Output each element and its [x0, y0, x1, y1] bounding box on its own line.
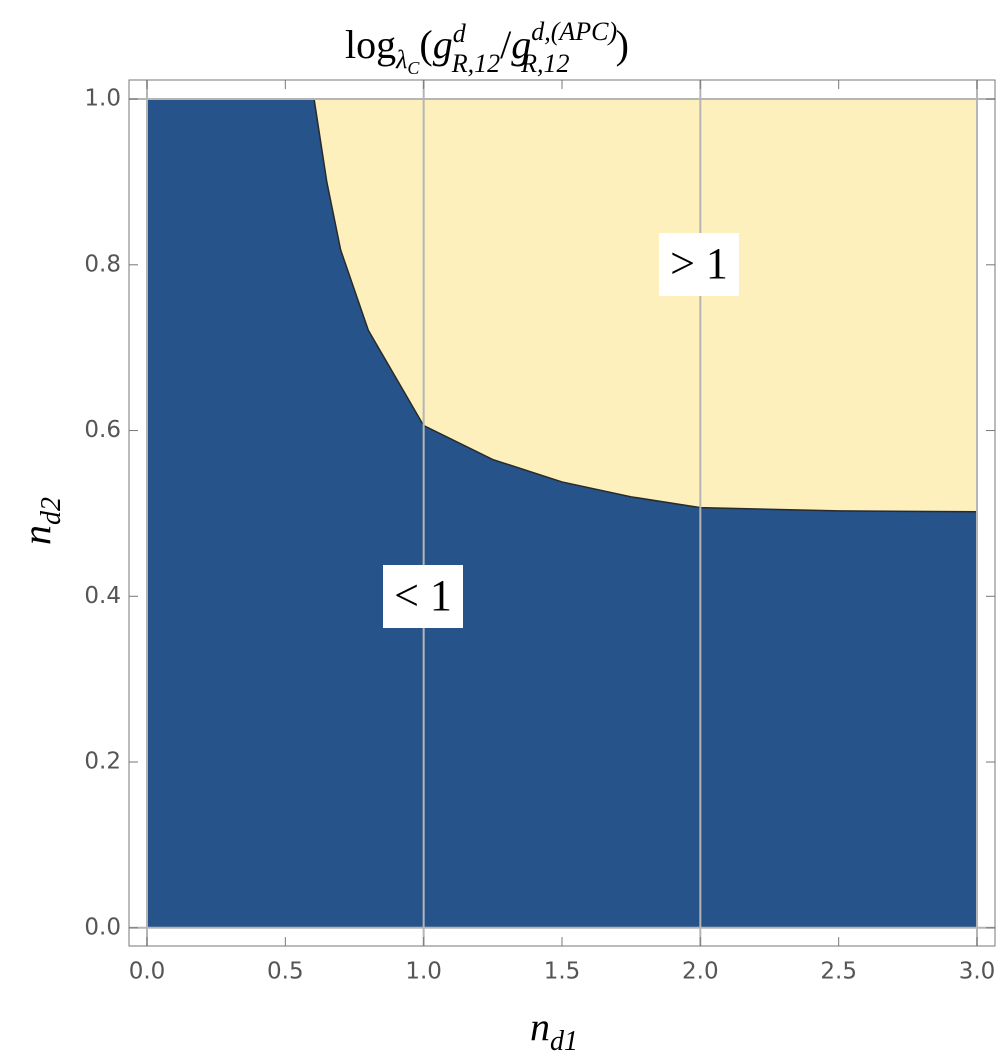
annotation: < 1 — [383, 565, 463, 628]
title-part: d,(APC) — [531, 17, 617, 46]
label-box — [659, 233, 739, 296]
region-label: > 1 — [670, 239, 728, 288]
title-part: / — [500, 22, 512, 67]
label-part: d1 — [550, 1026, 578, 1057]
plot-area: 0.0 0.5 1.0 1.5 2.0 2.5 3.0 0.0 0.2 0.4 0.6 0.8 1.0 — [84, 79, 996, 985]
x-tick-label: 0.0 — [129, 959, 166, 985]
title-part: ) — [616, 22, 629, 67]
title-part: λ — [395, 45, 407, 74]
title-part: log — [345, 22, 396, 67]
x-tick-label: 2.0 — [682, 959, 719, 985]
label-part: n — [14, 525, 59, 545]
y-axis-label: nd2 — [14, 497, 67, 545]
region — [314, 99, 978, 512]
y-tick-label: 0.8 — [84, 251, 121, 277]
x-tick-label: 0.5 — [267, 959, 304, 985]
x-axis-label: nd1 — [530, 1004, 578, 1057]
chart-title: logλC(gd R,12/gd,(APC) R,12) — [345, 17, 629, 78]
x-tick-label: 1.5 — [544, 959, 581, 985]
title-part: g — [433, 22, 453, 67]
y-tick-label: 0.6 — [84, 417, 121, 443]
title-part: ( — [419, 22, 432, 67]
y-tick-label: 0.4 — [84, 583, 121, 609]
title-part: d — [453, 19, 467, 48]
title-part: R,12 — [451, 49, 500, 78]
annotation: > 1 — [659, 233, 739, 296]
boundary-line — [313, 98, 978, 513]
y-tick-label: 0.0 — [84, 914, 121, 940]
label-part: d2 — [36, 497, 67, 525]
x-tick-label: 1.0 — [405, 959, 442, 985]
label-box — [383, 565, 463, 628]
title-part: g — [511, 22, 531, 67]
title-part: R,12 — [520, 49, 569, 78]
y-tick-label: 0.2 — [84, 749, 121, 775]
title-part: C — [407, 58, 420, 78]
x-tick-label: 2.5 — [820, 959, 857, 985]
x-tick-label: 3.0 — [959, 959, 996, 985]
y-tick-label: 1.0 — [84, 86, 121, 112]
region-label: < 1 — [394, 571, 452, 620]
label-part: n — [530, 1004, 550, 1049]
